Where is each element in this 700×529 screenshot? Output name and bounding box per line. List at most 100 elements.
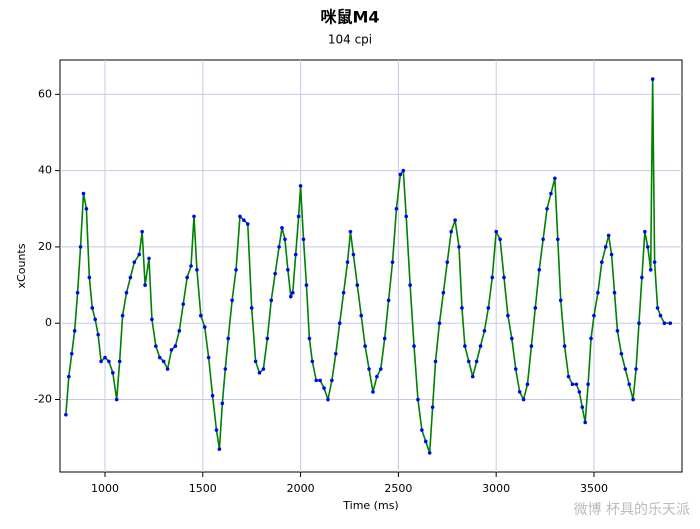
data-point [470,374,475,379]
data-point [510,336,514,341]
data-point [137,252,142,257]
data-point [375,374,379,379]
data-point [280,226,284,230]
y-axis-label: xCounts [15,243,28,288]
data-point [318,378,322,383]
data-point [371,390,375,394]
data-point [449,229,453,234]
data-point [398,172,403,177]
data-point [217,447,222,451]
data-point [140,229,144,234]
data-point [498,237,502,242]
data-point [457,245,461,249]
data-point [549,191,553,196]
data-point [627,382,631,387]
data-point [382,336,387,341]
y-tick-label: -20 [34,393,52,406]
data-point [474,359,479,364]
data-point [580,405,585,409]
data-point [298,184,303,188]
data-point [525,382,530,387]
data-point [404,214,409,219]
data-point [67,374,71,379]
data-point [120,313,125,318]
data-point [348,229,353,234]
data-point [143,283,147,287]
data-point [202,325,207,329]
x-tick-label: 3000 [482,482,510,495]
data-point [230,298,234,303]
data-point [555,237,560,242]
data-point [261,367,266,371]
data-point [359,313,364,318]
data-point [124,290,129,295]
data-point [574,382,579,387]
data-point [273,271,277,276]
data-point [363,344,367,348]
data-point [521,397,526,402]
data-point [72,329,77,333]
data-point [150,317,154,322]
data-point [177,329,182,333]
data-point [69,351,74,356]
data-point [570,382,575,387]
data-point [206,355,211,360]
data-point [478,344,483,348]
data-point [249,306,254,310]
data-point [502,275,506,280]
data-point [322,386,326,390]
data-point [253,359,258,364]
data-point [420,428,424,432]
plot-area [59,59,683,473]
data-point [460,306,464,310]
data-point [623,367,628,371]
data-point [430,405,435,409]
data-point [533,306,538,310]
x-tick-label: 2000 [287,482,315,495]
data-point [154,344,158,348]
data-point [210,393,215,398]
y-tick-label: 20 [38,240,52,253]
data-point [650,77,655,81]
data-point [345,260,350,264]
data-point [640,275,644,280]
x-tick-label: 3500 [580,482,608,495]
data-point [333,351,338,356]
data-point [423,439,428,444]
data-point [185,275,189,280]
data-point [529,344,534,348]
data-point [189,264,193,268]
data-point [304,283,309,287]
data-point [165,367,170,371]
data-point [310,359,315,364]
data-point [506,313,510,318]
data-point [553,176,557,181]
data-point [293,252,298,257]
data-point [192,214,196,219]
data-point [96,332,100,337]
data-point [631,397,635,402]
data-point [603,245,608,249]
data-point [238,214,242,219]
data-point [169,348,174,352]
data-point [161,359,166,364]
data-line [65,79,671,454]
x-tick-label: 1500 [189,482,217,495]
y-tick-label: 40 [38,164,52,177]
data-point [652,260,657,264]
data-point [586,382,590,387]
data-point [81,191,86,196]
data-point [103,355,107,360]
data-point [494,229,498,234]
data-point [114,397,119,402]
data-point [75,290,80,295]
data-point [655,306,660,310]
data-point [562,344,567,348]
data-point [486,306,491,310]
data-point [662,321,667,326]
data-point [643,229,647,234]
data-point [117,359,122,364]
data-point [566,374,571,379]
chart-title: 咪鼠M4 [320,8,379,27]
data-point [427,451,432,455]
